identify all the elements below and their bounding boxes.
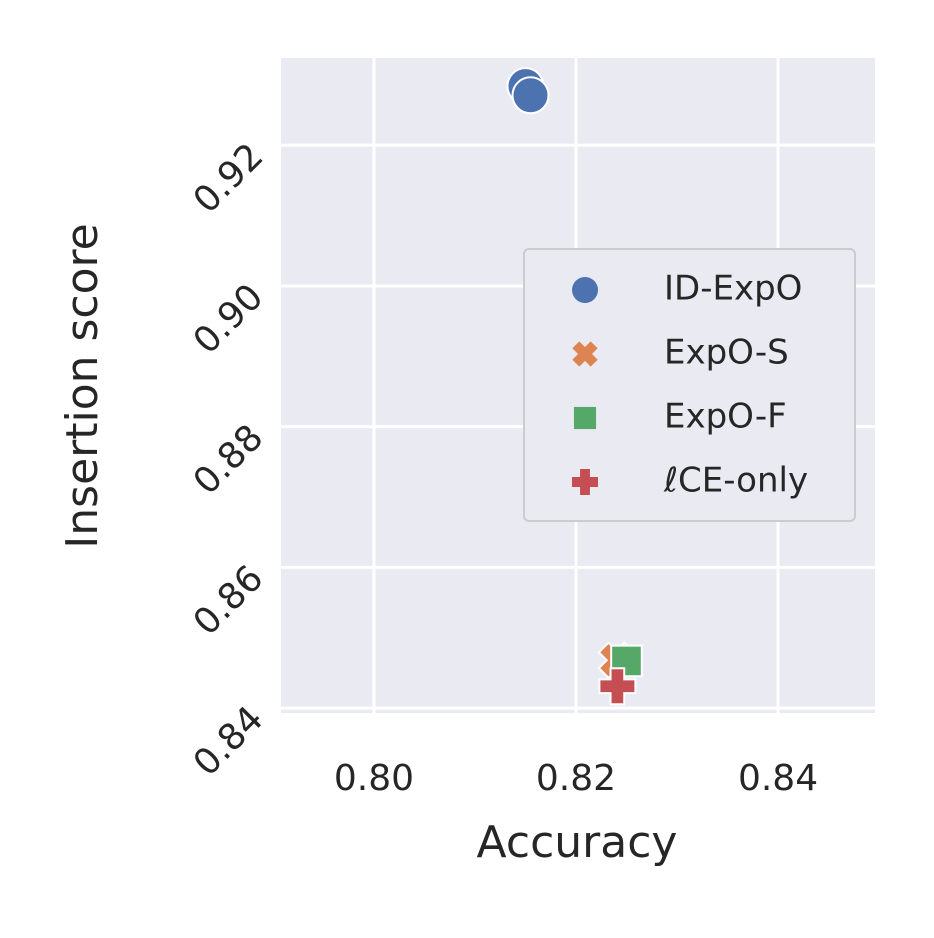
x-tick-label: 0.80 xyxy=(334,758,414,799)
legend-label: ID-ExpO xyxy=(664,269,802,309)
data-point xyxy=(511,76,550,115)
legend-label: ExpO-F xyxy=(664,397,787,437)
y-tick-label: 0.90 xyxy=(186,276,272,362)
y-tick-label: 0.84 xyxy=(186,699,272,785)
legend: ID-ExpO ExpO-S ExpO-F ℓCE-only xyxy=(523,248,856,522)
legend-label: ℓCE-only xyxy=(663,461,808,501)
y-axis-title: Insertion score xyxy=(57,223,108,548)
legend-marker xyxy=(572,277,598,303)
points xyxy=(506,67,643,706)
legend-label: ExpO-S xyxy=(664,333,789,373)
y-tick-label: 0.86 xyxy=(186,558,272,644)
y-tick-label: 0.92 xyxy=(186,136,272,222)
x-tick-label: 0.84 xyxy=(738,758,818,799)
legend-marker xyxy=(572,341,598,367)
y-tick-label: 0.88 xyxy=(186,417,272,503)
x-tick-label: 0.82 xyxy=(536,758,616,799)
data-point xyxy=(598,667,637,706)
legend-box xyxy=(523,248,856,522)
legend-marker xyxy=(573,406,597,430)
legend-marker xyxy=(572,469,598,495)
x-axis-title: Accuracy xyxy=(477,817,678,868)
